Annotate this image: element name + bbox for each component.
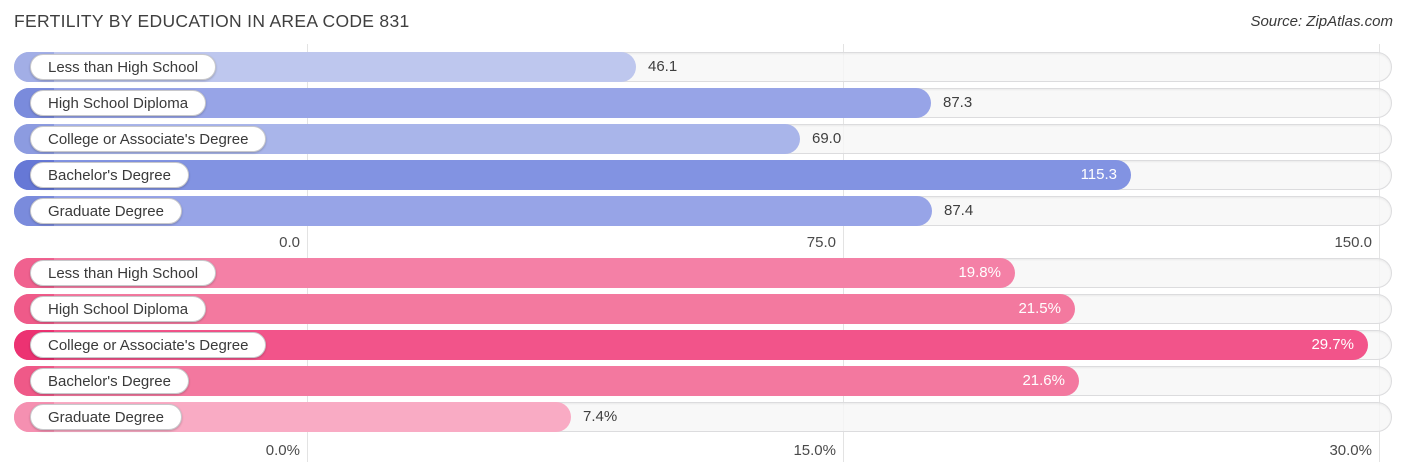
value-label: 21.5%: [1018, 300, 1061, 317]
category-label: Less than High School: [48, 264, 199, 282]
value-label: 19.8%: [958, 264, 1001, 281]
category-label: Bachelor's Degree: [48, 372, 171, 390]
category-label-pill: Less than High School: [30, 260, 217, 286]
category-label: Graduate Degree: [48, 408, 164, 426]
category-label: Bachelor's Degree: [48, 166, 171, 184]
axis-tick-label: 30.0%: [1329, 442, 1372, 459]
bar-row: Bachelor's Degree 21.6%: [14, 366, 1392, 396]
source-credit: Source: ZipAtlas.com: [1250, 13, 1393, 30]
bar-row: Less than High School 46.1: [14, 52, 1392, 82]
category-label: College or Associate's Degree: [48, 130, 249, 148]
axis-tick-label: 150.0: [1334, 234, 1372, 251]
axis-tick-label: 0.0%: [265, 442, 300, 459]
bar-row: High School Diploma 87.3: [14, 88, 1392, 118]
category-label: High School Diploma: [48, 94, 189, 112]
value-label: 69.0: [812, 130, 842, 147]
value-label: 87.3: [943, 94, 973, 111]
bar-row: College or Associate's Degree 69.0: [14, 124, 1392, 154]
category-label-pill: Graduate Degree: [30, 404, 182, 430]
bar-row: Less than High School 19.8%: [14, 258, 1392, 288]
value-label: 115.3: [1080, 166, 1117, 183]
category-label-pill: High School Diploma: [30, 296, 207, 322]
value-label: 87.4: [944, 202, 974, 219]
category-label-pill: College or Associate's Degree: [30, 332, 267, 358]
category-label: Less than High School: [48, 58, 199, 76]
category-label-pill: Graduate Degree: [30, 198, 182, 224]
fertility-rate-chart: Less than High School 46.1 High School D…: [0, 44, 1406, 258]
axis-tick-label: 75.0: [806, 234, 836, 251]
value-label: 29.7%: [1311, 336, 1354, 353]
bar-row: Bachelor's Degree 115.3: [14, 160, 1392, 190]
fertility-percent-chart: Less than High School 19.8% High School …: [0, 250, 1406, 468]
value-label: 46.1: [648, 58, 678, 75]
category-label: Graduate Degree: [48, 202, 164, 220]
axis-tick-label: 15.0%: [793, 442, 836, 459]
value-label: 7.4%: [583, 408, 618, 425]
category-label: College or Associate's Degree: [48, 336, 249, 354]
category-label-pill: Less than High School: [30, 54, 217, 80]
axis-tick-label: 0.0: [279, 234, 300, 251]
category-label-pill: College or Associate's Degree: [30, 126, 267, 152]
category-label-pill: Bachelor's Degree: [30, 162, 189, 188]
bar-row: High School Diploma 21.5%: [14, 294, 1392, 324]
bar-row: Graduate Degree 7.4%: [14, 402, 1392, 432]
bar-row: College or Associate's Degree 29.7%: [14, 330, 1392, 360]
chart-title: FERTILITY BY EDUCATION IN AREA CODE 831: [14, 11, 410, 31]
bar-fill[interactable]: [14, 160, 1131, 190]
category-label-pill: Bachelor's Degree: [30, 368, 189, 394]
value-label: 21.6%: [1022, 372, 1065, 389]
bar-row: Graduate Degree 87.4: [14, 196, 1392, 226]
category-label: High School Diploma: [48, 300, 189, 318]
category-label-pill: High School Diploma: [30, 90, 207, 116]
